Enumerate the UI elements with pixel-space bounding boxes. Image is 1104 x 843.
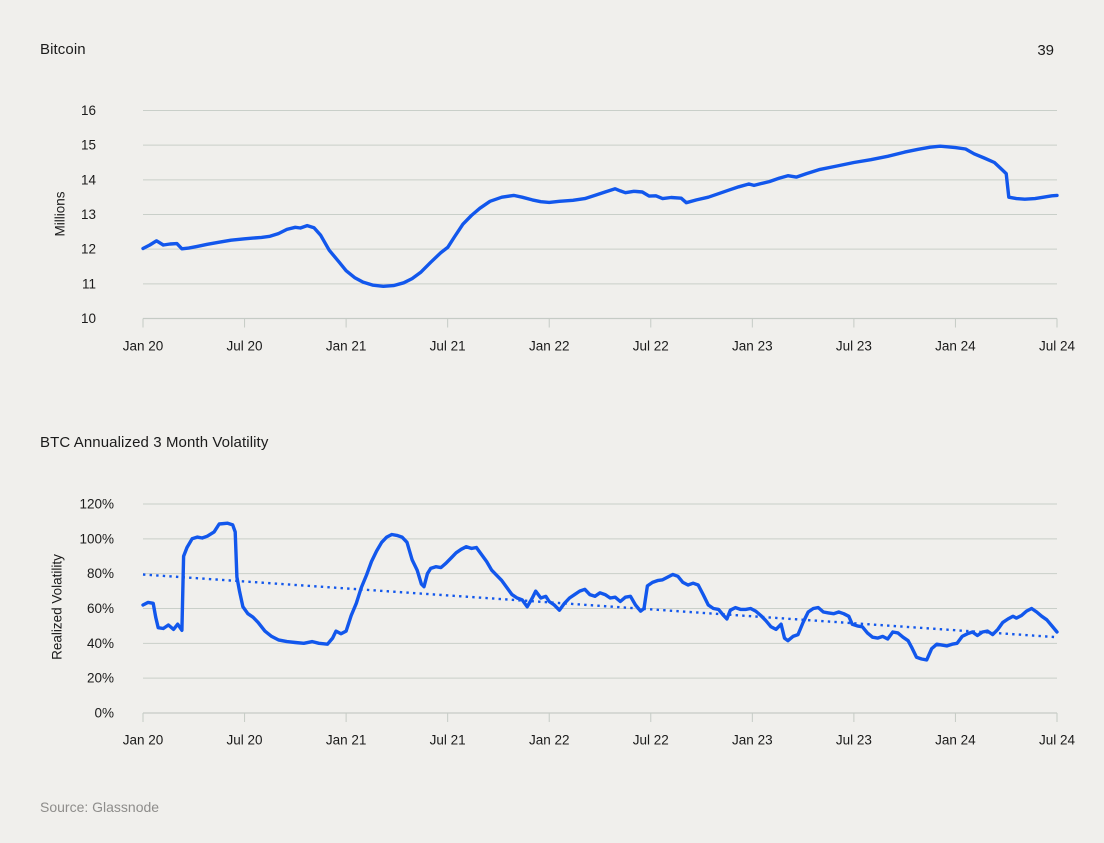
y-tick-label: 100% <box>79 531 114 546</box>
x-tick-label: Jul 22 <box>633 339 669 354</box>
supply-chart-plot: 10 11 12 13 14 15 16 Jan 20 Jul 20 Jan 21 Jul 21 Ja… <box>81 103 1076 354</box>
x-tick-label: Jul 21 <box>430 339 466 354</box>
x-tick-label: Jul 21 <box>430 733 466 748</box>
x-tick-label: Jan 22 <box>529 733 570 748</box>
volatility-chart-plot: 0% 20% 40% 60% 80% 100% 120% Jan 20 Jul 20 Jan 21… <box>79 497 1076 748</box>
y-tick-label: 13 <box>81 207 96 222</box>
y-tick-label: 40% <box>87 636 114 651</box>
x-tick-label: Jul 20 <box>227 339 263 354</box>
x-tick-label: Jul 23 <box>836 733 872 748</box>
x-tick-label: Jul 24 <box>1039 733 1076 748</box>
y-tick-label: 16 <box>81 103 96 118</box>
x-tick-label: Jul 24 <box>1039 339 1076 354</box>
x-tick-label: Jul 20 <box>227 733 263 748</box>
x-tick-label: Jan 21 <box>326 733 367 748</box>
page-number: 39 <box>1037 42 1054 59</box>
y-tick-label: 11 <box>82 276 96 291</box>
series-line <box>141 144 1059 288</box>
x-tick-label: Jan 24 <box>935 733 976 748</box>
y-tick-label: 80% <box>87 566 114 581</box>
y-tick-label: 120% <box>79 497 114 512</box>
x-tick-label: Jan 20 <box>123 339 164 354</box>
x-tick-label: Jan 24 <box>935 339 976 354</box>
x-tick-label: Jan 23 <box>732 733 773 748</box>
y-tick-label: 14 <box>81 172 97 187</box>
y-tick-label: 15 <box>81 138 96 153</box>
x-tick-label: Jan 22 <box>529 339 570 354</box>
x-tick-label: Jan 21 <box>326 339 367 354</box>
y-tick-label: 0% <box>94 706 114 721</box>
page-title: Bitcoin <box>40 41 86 58</box>
trend-line <box>142 573 1058 639</box>
supply-y-axis-title: Millions <box>52 191 68 237</box>
y-tick-label: 10 <box>81 311 96 326</box>
series-line <box>141 521 1059 662</box>
volatility-chart-title: BTC Annualized 3 Month Volatility <box>40 434 269 451</box>
x-tick-label: Jan 23 <box>732 339 773 354</box>
source-note: Source: Glassnode <box>40 799 160 815</box>
x-tick-label: Jul 23 <box>836 339 872 354</box>
volatility-y-axis-title: Realized Volatility <box>49 554 65 660</box>
y-tick-label: 20% <box>87 671 114 686</box>
y-tick-label: 60% <box>87 601 114 616</box>
x-tick-label: Jul 22 <box>633 733 669 748</box>
x-tick-label: Jan 20 <box>123 733 164 748</box>
y-tick-label: 12 <box>81 242 96 257</box>
